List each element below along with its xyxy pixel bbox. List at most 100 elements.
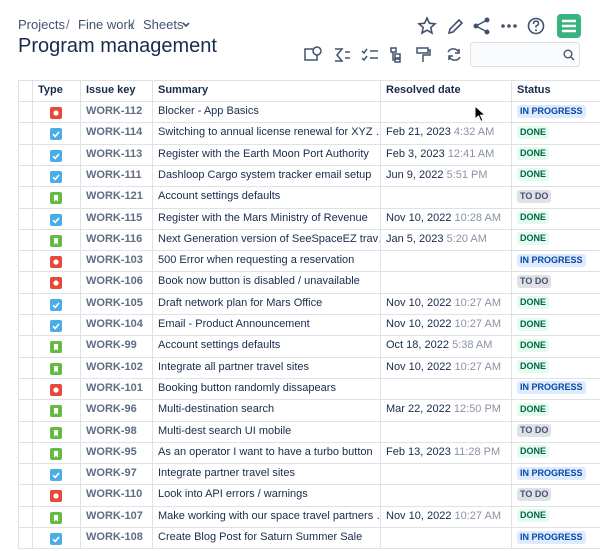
resolved-date: Nov 10, 2022 10:27 AM	[380, 506, 511, 527]
star-button[interactable]	[417, 16, 437, 35]
status-lozenge[interactable]: DONE	[517, 338, 550, 352]
status-lozenge[interactable]: IN PROGRESS	[517, 530, 586, 544]
issue-key[interactable]: WORK-116	[86, 232, 143, 245]
status-cell: DONE	[511, 165, 600, 186]
header-actions	[417, 14, 581, 38]
issue-table: Type Issue key Summary Resolved date Status W…	[18, 80, 600, 551]
issue-key[interactable]: WORK-96	[86, 403, 137, 416]
issue-key[interactable]: WORK-98	[86, 424, 137, 437]
issue-key[interactable]: WORK-102	[86, 360, 143, 373]
status-lozenge[interactable]: DONE	[517, 147, 550, 161]
issue-key[interactable]: WORK-114	[86, 126, 143, 139]
summary: As an operator I want to have a turbo bu…	[158, 445, 373, 458]
issue-key[interactable]: WORK-112	[86, 105, 143, 117]
search-input[interactable]	[470, 42, 580, 67]
summary: Multi-dest search UI mobile	[158, 424, 292, 437]
status-cell: DONE	[511, 229, 600, 250]
issue-key[interactable]: WORK-121	[86, 190, 143, 203]
app-logo[interactable]	[557, 14, 581, 38]
issue-key[interactable]: WORK-106	[86, 275, 143, 288]
resolved-date: Mar 22, 2022 12:50 PM	[380, 399, 511, 420]
resolved-date: Nov 10, 2022 10:28 AM	[380, 208, 511, 229]
toolbar-button[interactable]	[304, 46, 322, 61]
status-cell: IN PROGRESS	[511, 527, 600, 548]
status-lozenge[interactable]: DONE	[517, 232, 550, 246]
breadcrumb[interactable]: Projects	[18, 17, 65, 32]
issue-key[interactable]: WORK-97	[86, 467, 137, 480]
more-button[interactable]	[501, 24, 517, 28]
grid-line	[380, 80, 381, 549]
grid-line	[18, 314, 600, 315]
status-lozenge[interactable]: TO DO	[517, 189, 552, 203]
grid-line	[18, 80, 19, 549]
status-lozenge[interactable]: DONE	[517, 296, 550, 310]
summary: Draft network plan for Mars Office	[158, 296, 323, 309]
column-header[interactable]: Resolved date	[386, 84, 461, 96]
help-button[interactable]	[527, 17, 545, 35]
toolbar-button[interactable]	[416, 47, 431, 62]
status-lozenge[interactable]: IN PROGRESS	[517, 253, 586, 267]
grid-line	[152, 80, 153, 549]
toolbar-button[interactable]	[361, 48, 378, 62]
date: Jan 5, 2023	[386, 232, 444, 245]
status-lozenge[interactable]: DONE	[517, 211, 550, 225]
issue-key[interactable]: WORK-108	[86, 531, 143, 543]
grid-line	[18, 505, 600, 507]
status-lozenge[interactable]: IN PROGRESS	[517, 104, 586, 118]
breadcrumb[interactable]: Sheets	[143, 17, 184, 32]
toolbar-button[interactable]	[390, 47, 401, 63]
status-lozenge[interactable]: IN PROGRESS	[517, 381, 586, 395]
grid-line	[18, 377, 600, 379]
dropdown-chevron[interactable]	[181, 20, 191, 30]
issue-key[interactable]: WORK-115	[86, 211, 143, 224]
issue-key[interactable]: WORK-111	[86, 168, 142, 181]
column-header[interactable]: Issue key	[86, 84, 136, 96]
summary: Integrate partner travel sites	[158, 467, 295, 480]
status-lozenge[interactable]: DONE	[517, 509, 550, 523]
toolbar-button[interactable]	[335, 48, 350, 62]
status-lozenge[interactable]: DONE	[517, 317, 550, 331]
issue-key[interactable]: WORK-110	[86, 488, 143, 501]
issue-key[interactable]: WORK-103	[86, 254, 143, 267]
column-header[interactable]: Status	[517, 84, 551, 96]
status-lozenge[interactable]: DONE	[517, 125, 550, 139]
resolved-date: Feb 21, 2023 4:32 AM	[380, 122, 511, 143]
share-button[interactable]	[473, 17, 490, 35]
time: 10:27 AM	[454, 509, 501, 522]
grid-line	[18, 122, 600, 124]
time: 4:32 AM	[453, 126, 495, 139]
issue-key[interactable]: WORK-95	[86, 445, 137, 458]
status-lozenge[interactable]: DONE	[517, 402, 550, 416]
issue-key[interactable]: WORK-105	[86, 296, 143, 309]
issue-key[interactable]: WORK-104	[86, 318, 143, 330]
status-lozenge[interactable]: IN PROGRESS	[517, 466, 586, 480]
breadcrumb[interactable]: Fine work	[78, 17, 135, 32]
issue-key[interactable]: WORK-99	[86, 339, 137, 352]
status-lozenge[interactable]: TO DO	[517, 487, 552, 501]
issue-key[interactable]: WORK-113	[86, 147, 143, 160]
time: 10:27 AM	[454, 360, 501, 373]
issue-key[interactable]: WORK-101	[86, 381, 143, 394]
column-header[interactable]: Type	[38, 84, 63, 96]
grid-line	[18, 463, 600, 465]
grid-line	[18, 250, 600, 252]
type-icon	[50, 468, 62, 482]
status-lozenge[interactable]: DONE	[517, 168, 550, 182]
type-icon	[50, 489, 62, 503]
status-cell: IN PROGRESS	[511, 463, 600, 484]
column-header[interactable]: Summary	[158, 84, 209, 96]
summary: Integrate all partner travel sites	[158, 360, 310, 373]
type-icon	[50, 532, 62, 545]
issue-key[interactable]: WORK-107	[86, 509, 143, 522]
status-lozenge[interactable]: TO DO	[517, 274, 552, 288]
edit-button[interactable]	[447, 18, 464, 35]
grid-line	[18, 292, 600, 294]
status-cell: DONE	[511, 357, 600, 378]
status-lozenge[interactable]: DONE	[517, 360, 550, 374]
status-lozenge[interactable]: TO DO	[517, 424, 552, 438]
status-lozenge[interactable]: DONE	[517, 445, 550, 459]
status-cell: DONE	[511, 506, 600, 527]
toolbar-button[interactable]	[447, 48, 461, 61]
grid-line	[18, 548, 600, 550]
